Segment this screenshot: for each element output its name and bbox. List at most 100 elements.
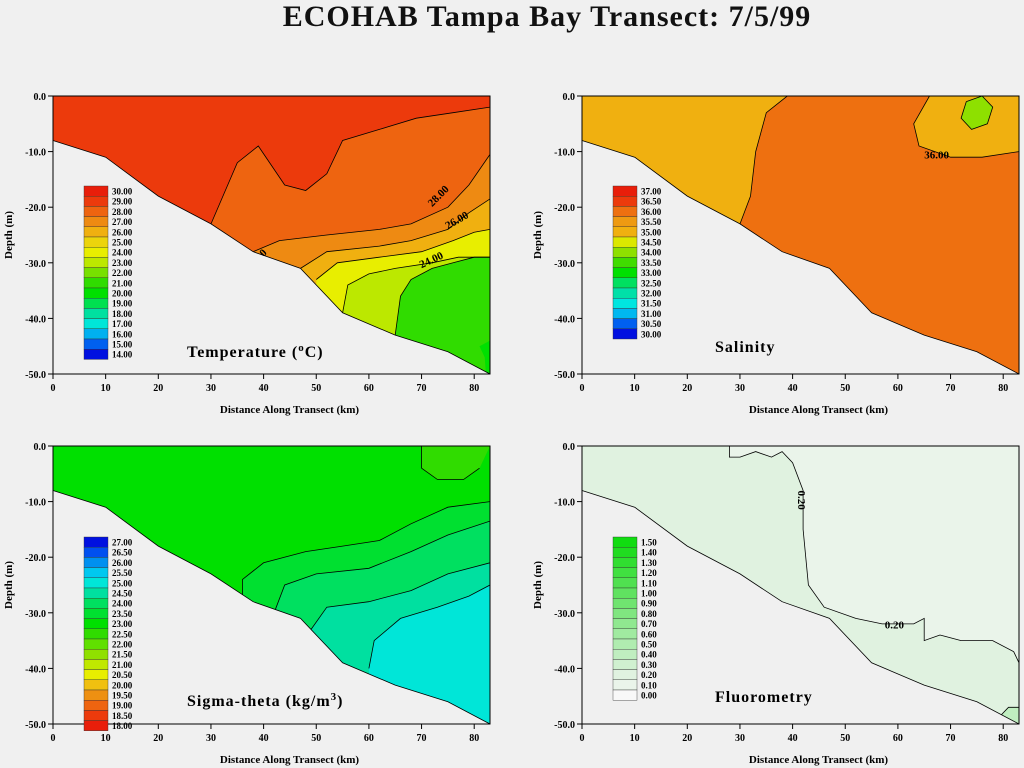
legend-label: 23.50 [112,609,133,619]
legend-label: 0.80 [641,609,657,619]
legend-swatch [83,536,109,548]
x-tick-label: 80 [469,733,479,744]
legend-swatch [83,638,109,650]
legend-label: 18.00 [112,721,133,731]
legend-swatch [612,308,638,319]
legend-swatch [83,577,109,589]
legend-label: 30.00 [641,329,662,339]
legend-label: 24.50 [112,589,133,599]
legend-swatch [612,547,638,558]
legend-label: 24.00 [112,599,133,609]
x-tick-label: 40 [788,383,798,394]
y-tick-label: -30.0 [25,259,46,270]
legend-label: 25.00 [112,578,133,588]
x-tick-label: 80 [998,733,1008,744]
y-tick-label: -30.0 [25,609,46,620]
contour-line [310,562,490,630]
salinity-panel: 0.0 -10.0 -20.0 -30.0 -40.0 -50.0 0 10 20 30 40 50 6… [532,92,1020,416]
y-tick-label: -20.0 [25,553,46,564]
y-tick-label: -30.0 [554,609,575,620]
legend-label: 18.50 [112,711,133,721]
legend-label: 33.50 [641,258,662,268]
x-axis-label: Distance Along Transect (km) [749,404,889,416]
legend-label: 23.00 [112,258,133,268]
y-axis-label: Depth (m) [532,211,544,259]
x-tick-label: 50 [311,733,321,744]
contour-line [342,256,490,313]
contour-label: 36.00 [924,149,949,161]
contour-line [242,501,490,602]
band-22.5 [421,446,490,480]
x-tick-label: 50 [840,383,850,394]
legend-label: 0.60 [641,629,657,639]
legend-swatch [83,628,109,640]
panel-title: Temperature (oC) [187,342,324,361]
contour-label: 0.20 [795,490,807,510]
legend-label: 26.50 [112,548,133,558]
legend-label: 18.00 [112,309,133,319]
x-tick-label: 70 [946,733,956,744]
legend-swatch [612,216,638,228]
y-tick-label: -40.0 [554,314,575,325]
legend-swatch [612,649,638,660]
contour-line [960,96,994,130]
x-tick-label: 80 [998,383,1008,394]
y-tick-label: -10.0 [554,148,575,159]
legend-label: 23.00 [112,619,133,629]
y-axis-label: Depth (m) [3,561,15,609]
legend-label: 32.00 [641,289,662,299]
legend-swatch [83,277,109,289]
legend-swatch [612,689,638,701]
x-tick-label: 20 [153,383,163,394]
legend-swatch [83,328,109,340]
legend-label: 20.00 [112,680,133,690]
x-tick-label: 40 [788,733,798,744]
legend-swatch [612,236,638,248]
plot-frame [581,95,1020,375]
legend-label: 21.50 [112,650,133,660]
legend-swatch [83,349,109,360]
legend-label: 0.90 [641,599,657,609]
legend-label: 36.00 [641,207,662,217]
x-tick-label: 20 [682,733,692,744]
band-35-left [582,96,788,374]
contour-line [739,96,788,225]
y-tick-label: -50.0 [554,720,575,731]
legend-swatch [83,547,109,558]
x-tick-label: 60 [364,733,374,744]
legend-label: 27.00 [112,538,133,548]
legend-swatch [83,308,109,319]
legend-swatch [612,567,638,578]
legend-swatch [83,557,109,568]
plot-frame [581,445,1020,725]
legend-swatch [83,267,109,279]
legend-swatch [612,557,638,568]
contour-line [210,106,490,225]
x-tick-label: 40 [259,733,269,744]
y-tick-label: 0.0 [34,92,47,103]
legend-label: 31.00 [641,309,662,319]
legend-swatch [612,318,638,330]
legend-label: 0.10 [641,680,657,690]
legend-label: 25.00 [112,238,133,248]
contour-line [729,446,1019,663]
legend-swatch [83,246,109,258]
legend-label: 1.50 [641,538,657,548]
legend-label: 21.00 [112,278,133,288]
legend-swatch [83,679,109,691]
y-tick-label: 0.0 [563,92,576,103]
x-tick-label: 60 [893,383,903,394]
x-tick-label: 20 [153,733,163,744]
y-tick-label: -50.0 [25,720,46,731]
contour-line [368,584,490,669]
legend-swatch [612,669,638,680]
band-25 [368,585,490,724]
x-axis-label: Distance Along Transect (km) [749,754,889,766]
y-tick-label: -30.0 [554,259,575,270]
x-tick-label: 0 [580,733,585,744]
page-title: ECOHAB Tampa Bay Transect: 7/5/99 [282,0,812,33]
legend-swatch [83,195,109,207]
legend-label: 20.00 [112,289,133,299]
y-axis-label: Depth (m) [3,211,15,259]
legend-swatch [612,277,638,289]
